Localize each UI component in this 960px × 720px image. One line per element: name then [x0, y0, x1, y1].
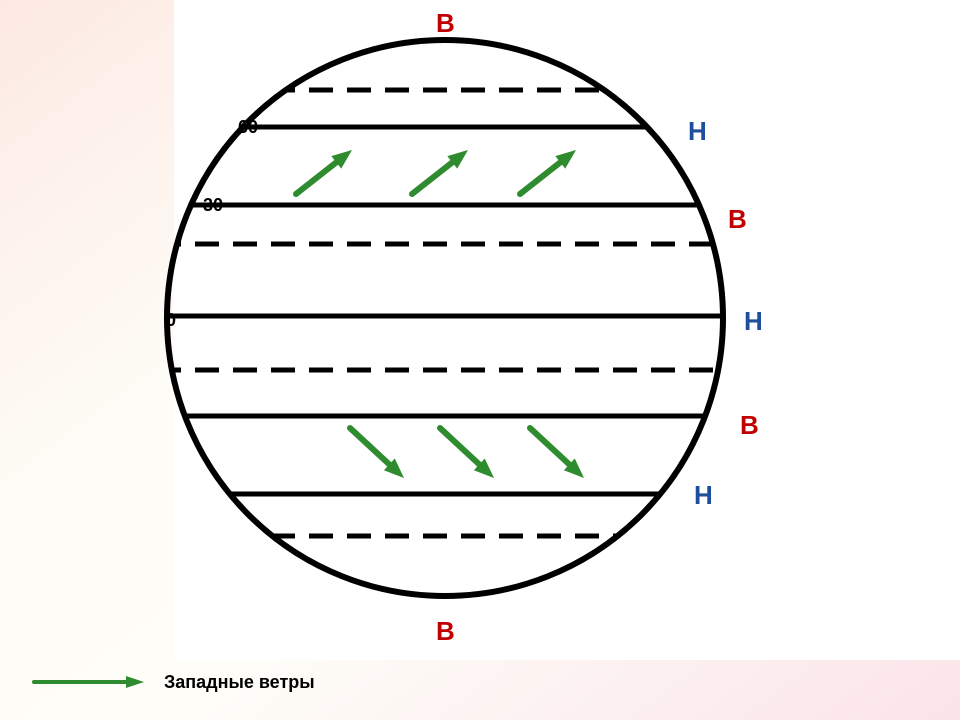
pressure-label-high: В [728, 204, 747, 234]
diagram-stage: 60 30 0 В Н В Н В Н В Западные ветры [0, 0, 960, 720]
legend-label: Западные ветры [164, 672, 315, 692]
latitude-label: 30 [203, 195, 223, 215]
pressure-label-high: В [436, 616, 455, 646]
inner-panel [174, 0, 960, 660]
latitude-label: 0 [166, 310, 176, 330]
pressure-label-low: Н [688, 116, 707, 146]
pressure-label-high: В [740, 410, 759, 440]
pressure-label-low: Н [694, 480, 713, 510]
diagram-svg: 60 30 0 В Н В Н В Н В Западные ветры [0, 0, 960, 720]
pressure-label-high: В [436, 8, 455, 38]
latitude-label: 60 [238, 117, 258, 137]
pressure-label-low: Н [744, 306, 763, 336]
